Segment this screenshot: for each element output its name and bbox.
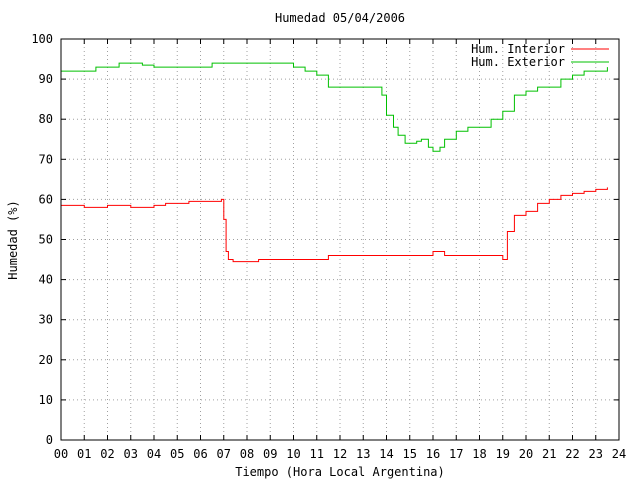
x-tick-label: 21 [542,447,556,461]
x-tick-label: 08 [240,447,254,461]
y-axis-title: Humedad (%) [6,200,20,279]
x-tick-label: 03 [124,447,138,461]
y-tick-label: 20 [39,353,53,367]
y-tick-label: 80 [39,112,53,126]
y-tick-label: 30 [39,313,53,327]
plot-frame [60,38,620,441]
series-line-exterior [61,62,608,152]
x-tick-label: 09 [263,447,277,461]
legend: Hum. Interior Hum. Exterior [471,42,609,69]
y-tick-label: 90 [39,72,53,86]
x-tick-label: 23 [589,447,603,461]
y-tick-label: 50 [39,233,53,247]
series-line-interior [61,187,608,263]
x-tick-label: 05 [170,447,184,461]
y-tick-label: 60 [39,192,53,206]
x-tick-label: 12 [333,447,347,461]
x-tick-label: 06 [193,447,207,461]
x-axis-title: Tiempo (Hora Local Argentina) [235,465,445,479]
x-tick-label: 19 [496,447,510,461]
x-tick-label: 16 [426,447,440,461]
y-tick-label: 100 [31,32,53,46]
x-tick-label: 13 [356,447,370,461]
y-tick-label: 40 [39,273,53,287]
x-tick-label: 02 [100,447,114,461]
x-tick-labels: 00 01 02 03 04 05 06 07 08 09 10 11 12 13 14 15 16 17 18 19… [54,447,626,461]
x-tick-label: 11 [310,447,324,461]
legend-label-interior: Hum. Interior [471,42,565,56]
x-tick-label: 22 [565,447,579,461]
x-tick-label: 14 [379,447,393,461]
x-tick-label: 15 [403,447,417,461]
x-tick-label: 01 [77,447,91,461]
y-tick-label: 0 [46,433,53,447]
x-tick-label: 00 [54,447,68,461]
x-tick-label: 07 [217,447,231,461]
y-tick-label: 10 [39,393,53,407]
y-tick-labels: 0 10 20 30 40 50 60 70 80 90 100 [31,32,53,447]
x-tick-label: 18 [472,447,486,461]
chart-title: Humedad 05/04/2006 [275,11,405,25]
legend-label-exterior: Hum. Exterior [471,55,565,69]
x-tick-label: 10 [286,447,300,461]
x-tick-label: 04 [147,447,161,461]
x-tick-label: 17 [449,447,463,461]
x-tick-label: 24 [612,447,626,461]
grid-lines [61,39,619,440]
x-tick-label: 20 [519,447,533,461]
series-lines [61,62,608,263]
y-tick-label: 70 [39,152,53,166]
